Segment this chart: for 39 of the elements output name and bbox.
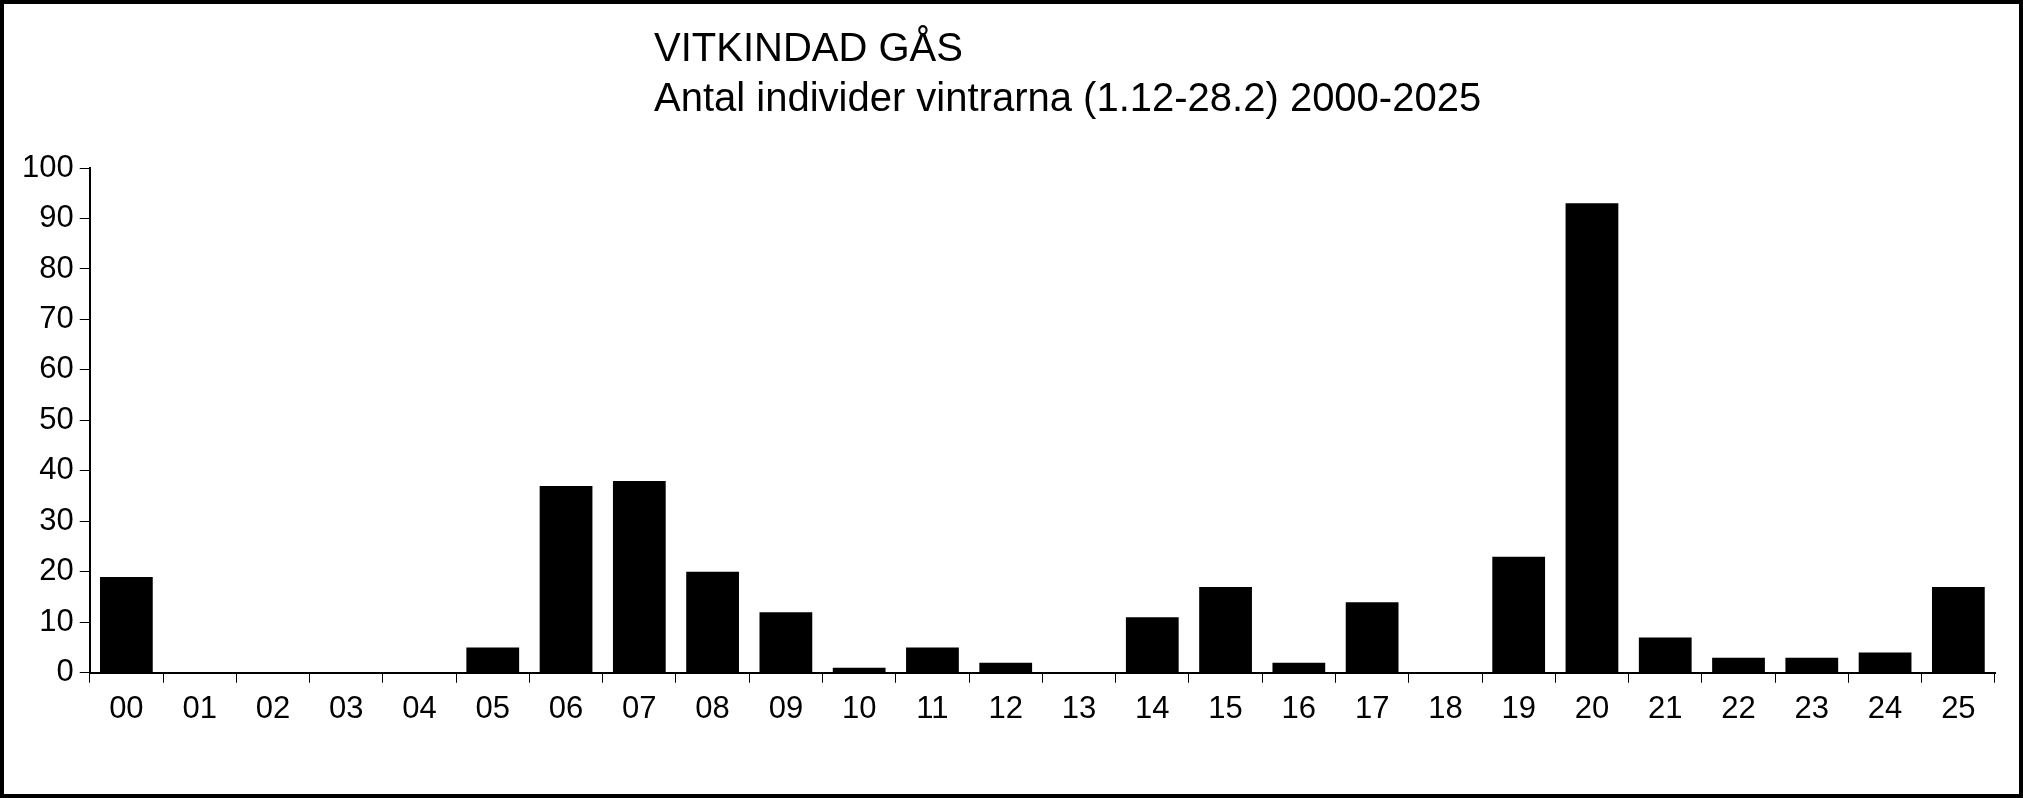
x-tick-label: 08: [695, 689, 730, 725]
y-tick-label: 30: [39, 501, 74, 537]
y-tick-label: 0: [56, 653, 74, 689]
y-tick-label: 60: [39, 350, 74, 386]
x-tick-label: 04: [402, 689, 437, 725]
x-tick-label: 21: [1648, 689, 1683, 725]
x-tick-label: 14: [1135, 689, 1170, 725]
x-tick-label: 13: [1061, 689, 1097, 725]
y-tick-label: 40: [39, 451, 74, 487]
x-tick-label: 23: [1794, 689, 1830, 725]
x-tick-label: 05: [475, 689, 510, 725]
y-tick-label: 20: [39, 552, 74, 588]
y-tick-label: 90: [39, 199, 74, 235]
x-tick-label: 06: [548, 689, 584, 725]
y-tick-label: 80: [39, 249, 74, 285]
chart-subtitle: Antal individer vintrarna (1.12-28.2) 2000-2025: [654, 74, 1482, 121]
x-tick-label: 07: [622, 689, 657, 725]
x-tick-label: 12: [988, 689, 1023, 725]
y-tick-label: 70: [39, 299, 74, 335]
chart-title: VITKINDAD GÅS: [654, 24, 964, 71]
x-tick-label: 19: [1501, 689, 1536, 725]
x-tick-label: 03: [328, 689, 364, 725]
x-tick-label: 16: [1281, 689, 1317, 725]
y-tick-label: 10: [39, 602, 74, 638]
x-tick-label: 09: [768, 689, 804, 725]
y-tick-label: 100: [21, 148, 74, 184]
x-tick-label: 20: [1574, 689, 1610, 725]
x-tick-label: 10: [841, 689, 877, 725]
x-tick-label: 22: [1721, 689, 1756, 725]
x-tick-label: 18: [1428, 689, 1463, 725]
x-tick-label: 11: [916, 689, 949, 725]
x-tick-label: 17: [1354, 689, 1390, 725]
y-tick-label: 50: [39, 400, 74, 436]
x-tick-label: 24: [1867, 689, 1903, 725]
x-tick-label: 25: [1941, 689, 1976, 725]
x-tick-label: 00: [109, 689, 144, 725]
x-tick-label: 01: [182, 689, 217, 725]
x-tick-label: 02: [255, 689, 291, 725]
x-tick-label: 15: [1208, 689, 1243, 725]
